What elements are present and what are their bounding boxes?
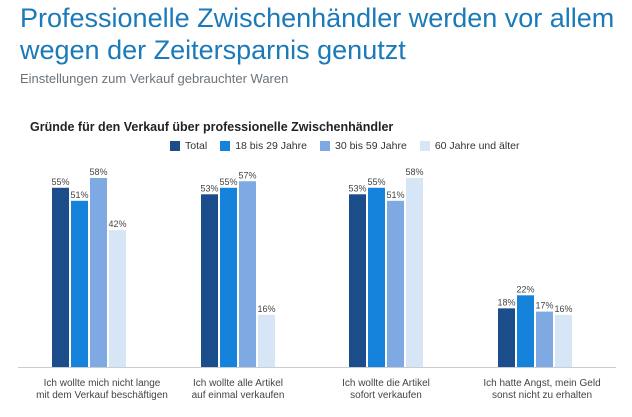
bar-total-group-1 <box>52 187 69 367</box>
bar-60-plus-group-3 <box>406 178 423 367</box>
data-label-30-59-group-3: 51% <box>386 190 404 200</box>
category-label-line: sonst nicht zu erhalten <box>492 390 592 401</box>
data-label-total-group-1: 55% <box>51 177 69 187</box>
legend-swatch-total <box>170 141 180 151</box>
data-label-18-29-group-3: 55% <box>367 177 385 187</box>
page-subtitle: Einstellungen zum Verkauf gebrauchter Wa… <box>20 71 289 86</box>
legend-item-60-plus: 60 Jahre und älter <box>419 140 520 152</box>
legend-swatch-60-plus <box>419 141 430 151</box>
category-label-1: Ich wollte mich nicht lange mit dem Verka… <box>36 378 168 401</box>
legend-swatch-18-29 <box>220 141 231 151</box>
bar-18-29-group-4 <box>517 295 534 367</box>
legend-label-18-29: 18 bis 29 Jahre <box>235 140 307 152</box>
legend-label-total: Total <box>185 140 208 152</box>
bar-30-59-group-2 <box>239 181 256 367</box>
bar-total-group-2 <box>201 194 218 367</box>
category-label-3: Ich wollte die Artikel sofort verkaufen <box>342 378 430 401</box>
category-label-line: mit dem Verkauf beschäftigen <box>36 390 168 401</box>
legend-item-total: Total <box>170 140 207 152</box>
category-label-line: sofort verkaufen <box>350 390 422 401</box>
category-label-4: Ich hatte Angst, mein Geld sonst nicht zu… <box>483 378 600 401</box>
data-label-18-29-group-2: 55% <box>219 177 237 187</box>
data-label-18-29-group-1: 51% <box>70 190 88 200</box>
category-label-line: auf einmal verkaufen <box>192 390 285 401</box>
bar-total-group-3 <box>349 194 366 367</box>
data-label-60-plus-group-1: 42% <box>108 219 126 229</box>
bar-18-29-group-3 <box>368 187 385 367</box>
bar-30-59-group-3 <box>387 200 404 367</box>
data-label-total-group-2: 53% <box>200 183 218 193</box>
bar-60-plus-group-4 <box>555 314 572 367</box>
category-label-line: Ich wollte alle Artikel <box>193 378 283 389</box>
data-label-18-29-group-4: 22% <box>516 284 534 294</box>
bar-18-29-group-1 <box>71 200 88 367</box>
category-label-line: Ich wollte die Artikel <box>342 378 430 389</box>
page-title: Professionelle Zwischenhändler werden vo… <box>20 3 615 65</box>
bar-60-plus-group-1 <box>109 230 126 367</box>
chart-legend: Total 18 bis 29 Jahre 30 bis 59 Jahre 60… <box>170 140 532 152</box>
data-label-60-plus-group-2: 16% <box>257 304 275 314</box>
category-label-2: Ich wollte alle Artikel auf einmal verkau… <box>192 378 285 401</box>
data-label-30-59-group-4: 17% <box>535 301 553 311</box>
data-label-60-plus-group-3: 58% <box>405 167 423 177</box>
legend-item-30-59: 30 bis 59 Jahre <box>320 140 407 152</box>
legend-label-30-59: 30 bis 59 Jahre <box>335 140 407 152</box>
bar-60-plus-group-2 <box>258 314 275 367</box>
legend-label-60-plus: 60 Jahre und älter <box>434 140 520 152</box>
legend-swatch-30-59 <box>320 141 330 151</box>
data-label-30-59-group-1: 58% <box>89 167 107 177</box>
data-label-60-plus-group-4: 16% <box>554 304 572 314</box>
data-label-total-group-4: 18% <box>497 297 515 307</box>
data-label-30-59-group-2: 57% <box>238 170 256 180</box>
category-label-line: Ich wollte mich nicht lange <box>44 378 161 389</box>
chart-title: Gründe für den Verkauf über professionel… <box>30 120 394 134</box>
data-label-total-group-3: 53% <box>348 183 366 193</box>
bar-30-59-group-4 <box>536 311 553 367</box>
category-label-line: Ich hatte Angst, mein Geld <box>483 378 600 389</box>
legend-item-18-29: 18 bis 29 Jahre <box>220 140 307 152</box>
bar-18-29-group-2 <box>220 187 237 367</box>
bar-total-group-4 <box>498 308 515 367</box>
bar-30-59-group-1 <box>90 178 107 367</box>
